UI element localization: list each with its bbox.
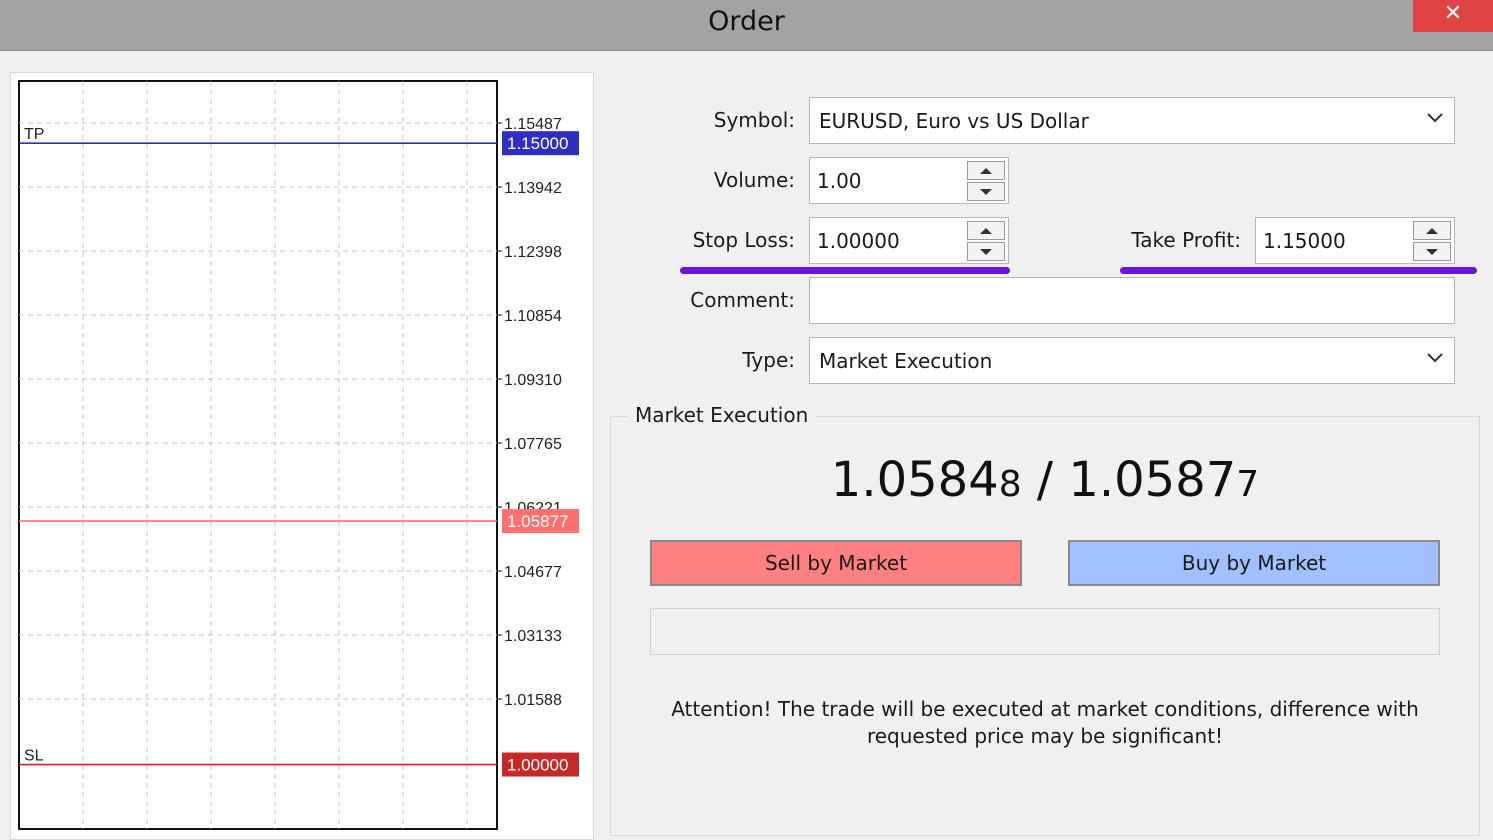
volume-value: 1.00 [817,169,862,193]
chart-plot-area [18,80,498,830]
chart-tick-label: 1.10854 [504,308,562,325]
take-profit-highlight [1120,267,1477,274]
type-value: Market Execution [819,349,993,373]
chart-tick-label: 1.03133 [504,628,562,645]
stop-loss-increase-button[interactable] [967,221,1005,240]
volume-stepper[interactable]: 1.00 [809,157,1009,204]
stop-loss-decrease-button[interactable] [967,242,1005,261]
take-profit-tag: TP [24,126,44,143]
take-profit-decrease-button[interactable] [1413,242,1451,261]
chart-tick-label: 1.01588 [504,692,562,709]
stop-loss-price-label: 1.00000 [507,756,568,775]
close-icon: ✕ [1443,1,1463,26]
window-title: Order [708,6,785,37]
execution-status-bar [650,608,1440,655]
chart-tick-label: 1.15487 [504,116,562,133]
market-execution-group [610,416,1480,836]
chart-tick-label: 1.12398 [504,244,562,261]
volume-decrease-button[interactable] [967,182,1005,201]
ask-price-label: 1.05877 [507,512,568,531]
stop-loss-tag: SL [24,748,44,765]
take-profit-label: Take Profit: [1131,228,1241,252]
attention-message: Attention! The trade will be executed at… [671,697,1419,748]
ask-price-main: 1.0587 [1068,452,1237,508]
stop-loss-label: Stop Loss: [692,228,795,252]
arrow-down-icon [980,249,992,255]
chart-tick-label: 1.13942 [504,180,562,197]
take-profit-increase-button[interactable] [1413,221,1451,240]
arrow-up-icon [1426,228,1438,234]
volume-label: Volume: [713,168,795,192]
take-profit-value: 1.15000 [1263,229,1346,253]
ask-badge [502,509,579,534]
comment-input[interactable] [809,277,1455,324]
take-profit-badge [502,131,579,156]
chevron-down-icon [1427,353,1443,363]
price-separator: / [1021,452,1069,508]
market-execution-group-title: Market Execution [627,403,817,427]
arrow-down-icon [980,189,992,195]
chevron-down-icon [1427,113,1443,123]
arrow-down-icon [1426,249,1438,255]
chart-tick-label: 1.04677 [504,564,562,581]
bid-price-main: 1.0584 [830,452,999,508]
close-button[interactable]: ✕ [1413,0,1493,32]
volume-increase-button[interactable] [967,161,1005,180]
ask-price-last-digit: 7 [1236,464,1260,505]
stop-loss-highlight [680,267,1010,274]
symbol-label: Symbol: [713,108,795,132]
price-chart-panel: 1.15487 1.13942 1.12398 1.10854 1.09310 1.077… [10,72,594,840]
bid-ask-price: 1.05848 / 1.05877 [610,452,1480,508]
arrow-up-icon [980,228,992,234]
type-label: Type: [742,348,795,372]
symbol-select[interactable]: EURUSD, Euro vs US Dollar [809,97,1455,144]
symbol-value: EURUSD, Euro vs US Dollar [819,109,1089,133]
price-chart: 1.15487 1.13942 1.12398 1.10854 1.09310 1.077… [18,80,579,830]
stop-loss-value: 1.00000 [817,229,900,253]
sell-by-market-button[interactable]: Sell by Market [650,540,1022,586]
arrow-up-icon [980,168,992,174]
buy-by-market-button[interactable]: Buy by Market [1068,540,1440,586]
chart-tick-label: 1.09310 [504,372,562,389]
stop-loss-badge [502,752,579,777]
title-bar: Order [0,0,1493,51]
chart-tick-label: 1.07765 [504,436,562,453]
stop-loss-stepper[interactable]: 1.00000 [809,217,1009,264]
take-profit-stepper[interactable]: 1.15000 [1255,217,1455,264]
comment-label: Comment: [690,288,795,312]
type-select[interactable]: Market Execution [809,337,1455,384]
bid-price-last-digit: 8 [998,464,1022,505]
take-profit-price-label: 1.15000 [507,134,568,153]
